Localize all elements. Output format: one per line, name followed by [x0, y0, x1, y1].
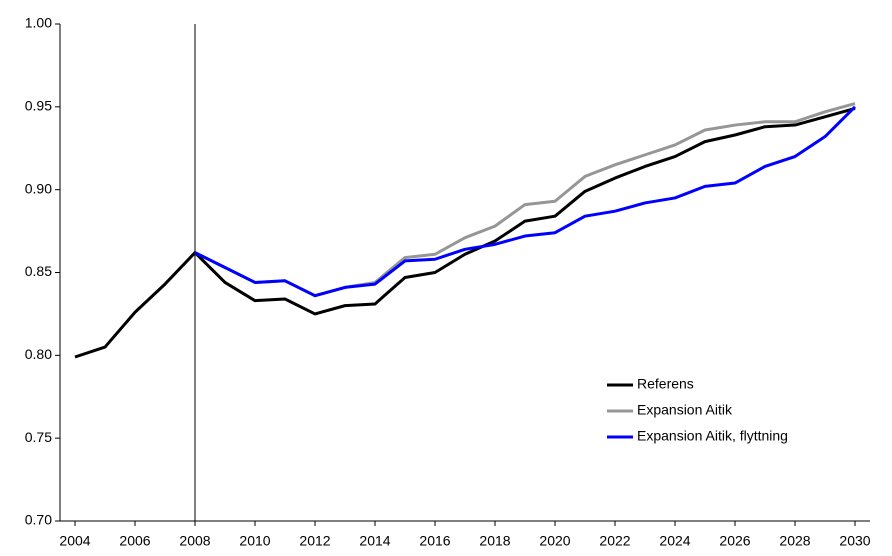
- y-tick-label: 0.95: [25, 98, 52, 114]
- x-tick-label: 2004: [59, 533, 90, 549]
- x-tick-label: 2020: [539, 533, 570, 549]
- x-tick-label: 2008: [179, 533, 210, 549]
- y-tick-label: 0.70: [25, 512, 52, 528]
- x-tick-label: 2022: [599, 533, 630, 549]
- legend-label: Expansion Aitik: [637, 402, 733, 418]
- series-line: [194, 102, 856, 298]
- y-tick-label: 1.00: [25, 15, 52, 31]
- x-tick-label: 2024: [659, 533, 690, 549]
- x-tick-label: 2012: [299, 533, 330, 549]
- x-tick-label: 2026: [719, 533, 750, 549]
- series-line: [74, 107, 856, 359]
- x-tick-label: 2018: [479, 533, 510, 549]
- series-line: [194, 105, 857, 298]
- legend-label: Expansion Aitik, flyttning: [637, 428, 788, 444]
- y-tick-label: 0.75: [25, 429, 52, 445]
- y-tick-label: 0.85: [25, 263, 52, 279]
- x-tick-label: 2010: [239, 533, 270, 549]
- legend-label: Referens: [637, 376, 694, 392]
- x-tick-label: 2016: [419, 533, 450, 549]
- x-tick-label: 2006: [119, 533, 150, 549]
- x-tick-label: 2028: [779, 533, 810, 549]
- y-tick-label: 0.90: [25, 180, 52, 196]
- y-tick-label: 0.80: [25, 346, 52, 362]
- x-tick-label: 2014: [359, 533, 390, 549]
- x-tick-label: 2030: [839, 533, 870, 549]
